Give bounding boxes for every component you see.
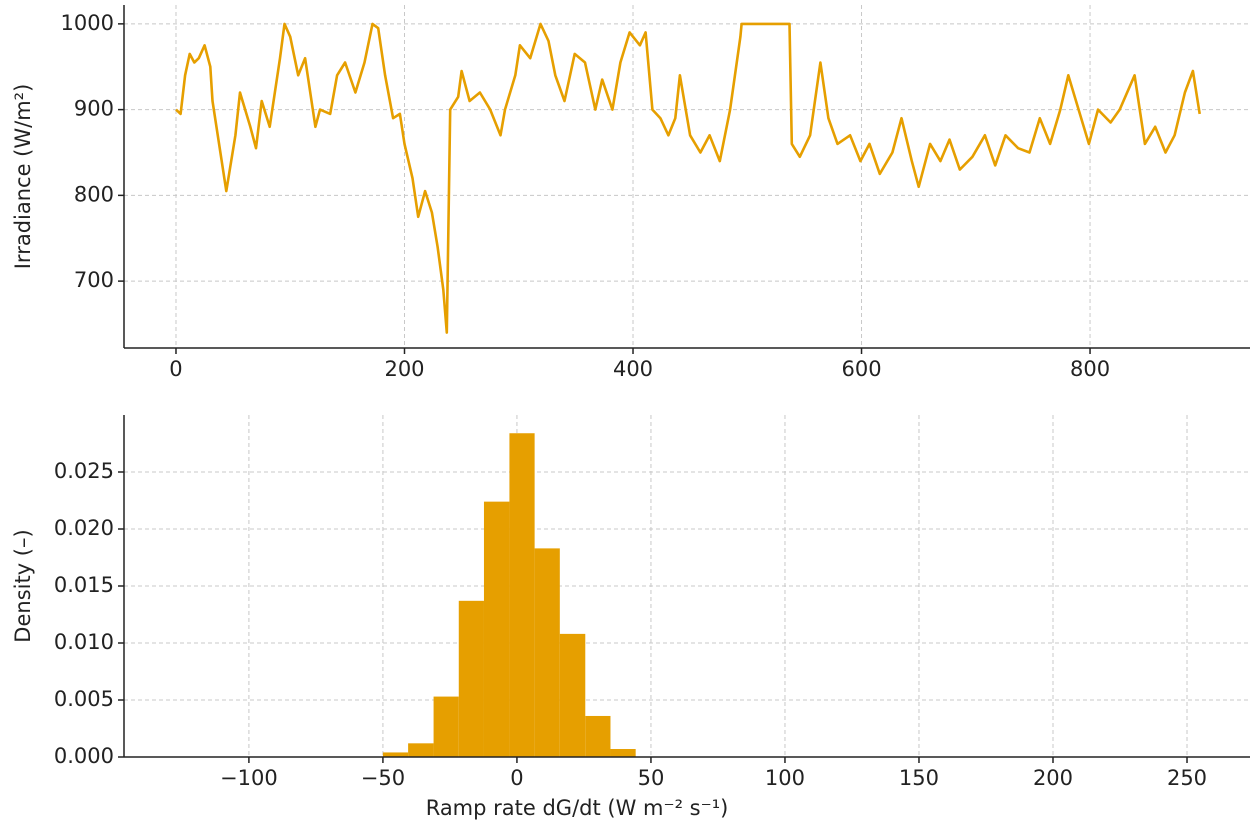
y-tick-label: 0.010 xyxy=(54,630,114,654)
y-tick-label: 0.020 xyxy=(54,516,114,540)
y-axis-label: Irradiance (W/m²) xyxy=(11,84,35,270)
x-tick-label: 400 xyxy=(613,357,653,381)
bar xyxy=(458,600,484,757)
x-tick-label: 0 xyxy=(510,766,523,790)
bar xyxy=(408,743,434,757)
y-tick-label: 1000 xyxy=(61,11,114,35)
bar xyxy=(585,715,611,757)
x-tick-label: 150 xyxy=(899,766,939,790)
x-axis-label: Ramp rate dG/dt (W m⁻² s⁻¹) xyxy=(426,796,729,820)
bar xyxy=(483,501,510,757)
bar xyxy=(610,749,636,757)
x-tick-label: 100 xyxy=(765,766,805,790)
x-tick-label: 0 xyxy=(169,357,182,381)
x-tick-label: 250 xyxy=(1167,766,1207,790)
bar xyxy=(534,548,560,757)
bar xyxy=(382,752,409,757)
x-tick-label: 800 xyxy=(1070,357,1110,381)
y-tick-label: 700 xyxy=(74,268,114,292)
bar xyxy=(559,633,586,757)
y-tick-label: 0.015 xyxy=(54,573,114,597)
bar xyxy=(509,433,535,757)
y-tick-label: 900 xyxy=(74,97,114,121)
x-tick-label: 50 xyxy=(638,766,665,790)
y-tick-label: 0.005 xyxy=(54,687,114,711)
x-tick-label: −100 xyxy=(220,766,278,790)
x-tick-label: 200 xyxy=(384,357,424,381)
y-tick-label: 800 xyxy=(74,182,114,206)
y-tick-label: 0.025 xyxy=(54,459,114,483)
line xyxy=(175,22,1201,334)
y-axis-label: Density (–) xyxy=(11,529,35,642)
bar xyxy=(433,696,459,757)
x-tick-label: −50 xyxy=(361,766,405,790)
x-tick-label: 600 xyxy=(841,357,881,381)
y-tick-label: 0.000 xyxy=(54,744,114,768)
x-tick-label: 200 xyxy=(1033,766,1073,790)
